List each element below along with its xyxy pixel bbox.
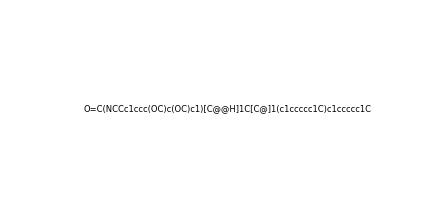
Text: O=C(NCCc1ccc(OC)c(OC)c1)[C@@H]1C[C@]1(c1ccccc1C)c1ccccc1C: O=C(NCCc1ccc(OC)c(OC)c1)[C@@H]1C[C@]1(c1…: [83, 104, 371, 113]
